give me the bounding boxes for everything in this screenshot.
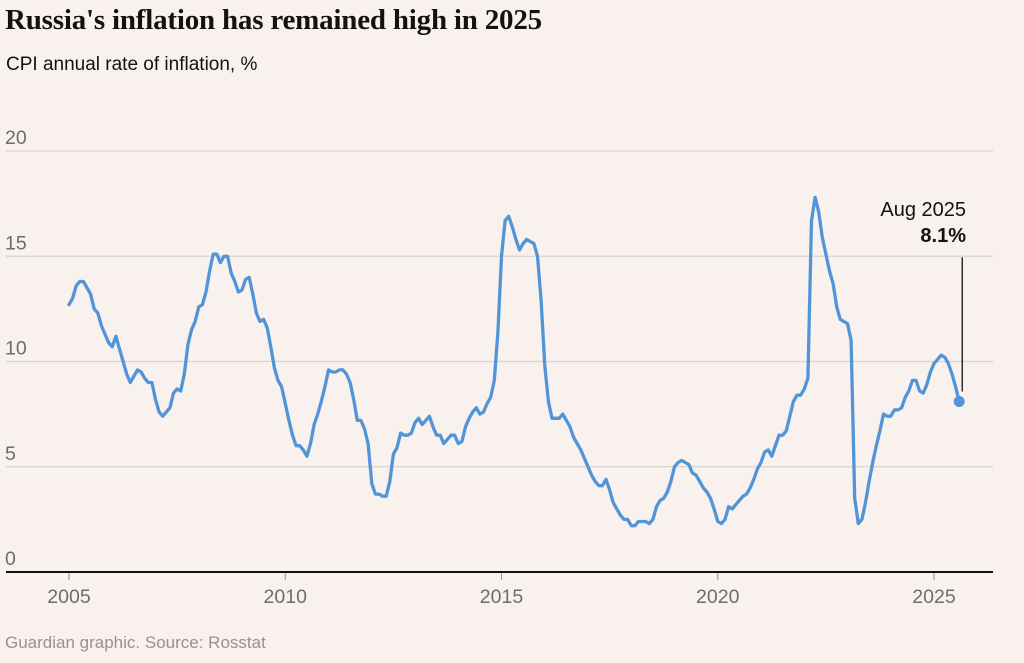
svg-text:5: 5 — [5, 443, 16, 465]
svg-text:10: 10 — [5, 338, 27, 360]
svg-text:15: 15 — [5, 232, 27, 254]
annotation-date-label: Aug 2025 — [880, 199, 966, 221]
chart-subtitle: CPI annual rate of inflation, % — [6, 54, 258, 75]
svg-text:2015: 2015 — [480, 586, 524, 608]
svg-text:2020: 2020 — [696, 586, 740, 608]
annotation-value-label: 8.1% — [920, 225, 966, 247]
source-credit: Guardian graphic. Source: Rosstat — [5, 633, 266, 652]
svg-text:0: 0 — [5, 548, 16, 570]
svg-text:20: 20 — [5, 127, 27, 149]
page-title: Russia's inflation has remained high in … — [5, 4, 542, 36]
svg-text:2025: 2025 — [912, 586, 956, 608]
svg-text:2010: 2010 — [264, 586, 308, 608]
svg-text:2005: 2005 — [47, 586, 91, 608]
